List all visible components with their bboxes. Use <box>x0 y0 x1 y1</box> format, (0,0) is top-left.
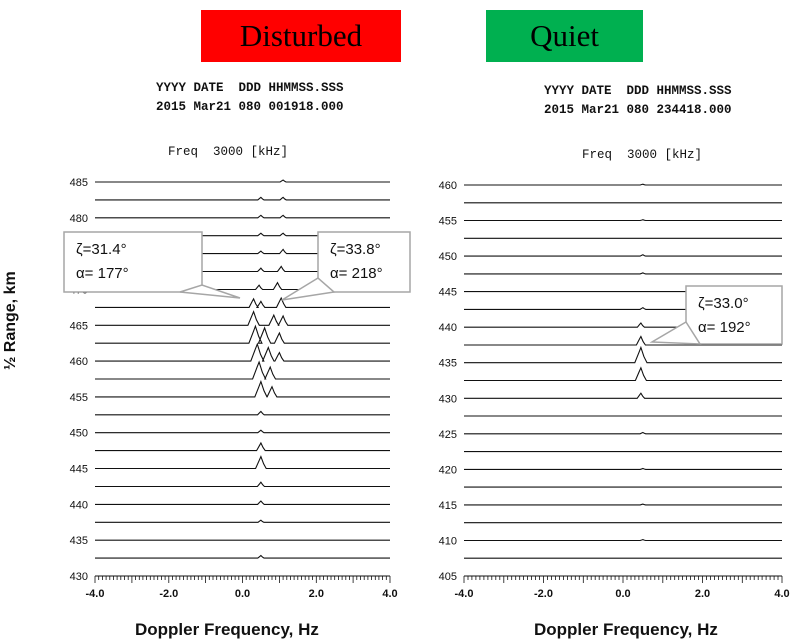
left-trace-10 <box>95 379 390 398</box>
right-trace-18 <box>464 254 782 257</box>
left-ytick-label-6: 460 <box>70 356 88 368</box>
right-callout-box <box>685 285 783 345</box>
left-ytick-label-0: 430 <box>70 571 88 583</box>
left-trace-19 <box>95 232 390 237</box>
left-xtick-label-4: 4.0 <box>382 588 397 600</box>
right-ytick-label-10: 455 <box>439 216 457 228</box>
left-trace-21 <box>95 196 390 201</box>
left-trace-5 <box>95 481 390 488</box>
left-header-values: 2015 Mar21 080 001918.000 <box>156 100 344 114</box>
right-trace-8 <box>464 431 782 435</box>
left-trace-4 <box>95 500 390 505</box>
right-trace-12 <box>464 345 782 364</box>
left-ytick-label-10: 480 <box>70 213 88 225</box>
left-ytick-label-5: 455 <box>70 392 88 404</box>
left-trace-20 <box>95 214 390 219</box>
right-x-axis-label: Doppler Frequency, Hz <box>534 620 718 639</box>
right-callout-line-1: α= 192° <box>698 319 751 336</box>
right-xtick-label-1: -2.0 <box>534 588 553 600</box>
left-x-axis-label: Doppler Frequency, Hz <box>135 620 319 639</box>
left-callout-b-line-1: α= 218° <box>330 265 383 282</box>
left-trace-11 <box>95 360 390 380</box>
right-callout-pointer <box>649 320 702 345</box>
right-ytick-label-7: 440 <box>439 322 457 334</box>
left-trace-15 <box>95 296 390 308</box>
right-ytick-label-9: 450 <box>439 251 457 263</box>
right-trace-20 <box>464 219 782 222</box>
right-ytick-label-1: 410 <box>439 536 457 548</box>
left-xtick-label-0: -4.0 <box>86 588 105 600</box>
left-xtick-label-1: -2.0 <box>159 588 178 600</box>
left-trace-13 <box>95 324 390 344</box>
right-xtick-label-2: 0.0 <box>615 588 630 600</box>
left-xtick-label-2: 0.0 <box>235 588 250 600</box>
right-ytick-label-0: 405 <box>439 571 457 583</box>
right-ytick-label-2: 415 <box>439 500 457 512</box>
left-timestamp-block: YYYY DATE DDD HHMMSS.SSS 2015 Mar21 080 … <box>156 79 344 117</box>
right-callout-line-0: ζ=33.0° <box>698 295 749 312</box>
right-ytick-label-5: 430 <box>439 393 457 405</box>
left-trace-7 <box>95 441 390 452</box>
right-ytick-label-6: 435 <box>439 358 457 370</box>
left-trace-9 <box>95 410 390 416</box>
right-trace-22 <box>464 183 782 186</box>
right-header-fields: YYYY DATE DDD HHMMSS.SSS <box>544 84 732 98</box>
right-trace-10 <box>464 392 782 399</box>
right-ytick-label-4: 425 <box>439 429 457 441</box>
left-ytick-label-3: 445 <box>70 464 88 476</box>
left-ytick-label-7: 465 <box>70 320 88 332</box>
right-xtick-label-4: 4.0 <box>774 588 789 600</box>
left-callout-a-line-0: ζ=31.4° <box>76 241 127 258</box>
left-ytick-label-1: 435 <box>70 535 88 547</box>
left-callout-b-pointer <box>281 277 336 301</box>
right-trace-13 <box>464 335 782 346</box>
left-header-fields: YYYY DATE DDD HHMMSS.SSS <box>156 81 344 95</box>
right-ytick-label-11: 460 <box>439 180 457 192</box>
left-trace-17 <box>95 265 390 273</box>
left-trace-6 <box>95 455 390 470</box>
right-xtick-label-0: -4.0 <box>455 588 474 600</box>
left-trace-8 <box>95 429 390 434</box>
left-ytick-label-2: 440 <box>70 499 88 511</box>
left-ytick-label-11: 485 <box>70 177 88 189</box>
right-trace-11 <box>464 366 782 382</box>
left-trace-16 <box>95 281 390 291</box>
right-trace-6 <box>464 467 782 470</box>
disturbed-badge: Disturbed <box>201 10 401 62</box>
left-callout-b-box <box>317 231 411 293</box>
left-trace-18 <box>95 248 390 255</box>
left-callout-a-pointer <box>179 284 241 299</box>
left-trace-3 <box>95 519 390 523</box>
right-trace-14 <box>464 322 782 328</box>
right-trace-4 <box>464 503 782 506</box>
left-callout-a-box <box>63 231 203 293</box>
left-trace-22 <box>95 179 390 183</box>
right-freq-label: Freq 3000 [kHz] <box>582 148 703 162</box>
left-trace-14 <box>95 310 390 326</box>
right-ytick-label-3: 420 <box>439 464 457 476</box>
right-xtick-label-3: 2.0 <box>695 588 710 600</box>
left-freq-label: Freq 3000 [kHz] <box>168 145 289 159</box>
right-trace-2 <box>464 539 782 542</box>
left-ytick-label-4: 450 <box>70 428 88 440</box>
left-trace-12 <box>95 342 390 362</box>
quiet-badge: Quiet <box>486 10 643 62</box>
right-timestamp-block: YYYY DATE DDD HHMMSS.SSS 2015 Mar21 080 … <box>544 82 732 120</box>
right-header-values: 2015 Mar21 080 234418.000 <box>544 103 732 117</box>
right-trace-17 <box>464 272 782 275</box>
right-ytick-label-8: 445 <box>439 287 457 299</box>
left-xtick-label-3: 2.0 <box>309 588 324 600</box>
left-trace-1 <box>95 554 390 559</box>
left-callout-b-line-0: ζ=33.8° <box>330 241 381 258</box>
left-callout-a-line-1: α= 177° <box>76 265 129 282</box>
right-trace-15 <box>464 307 782 310</box>
